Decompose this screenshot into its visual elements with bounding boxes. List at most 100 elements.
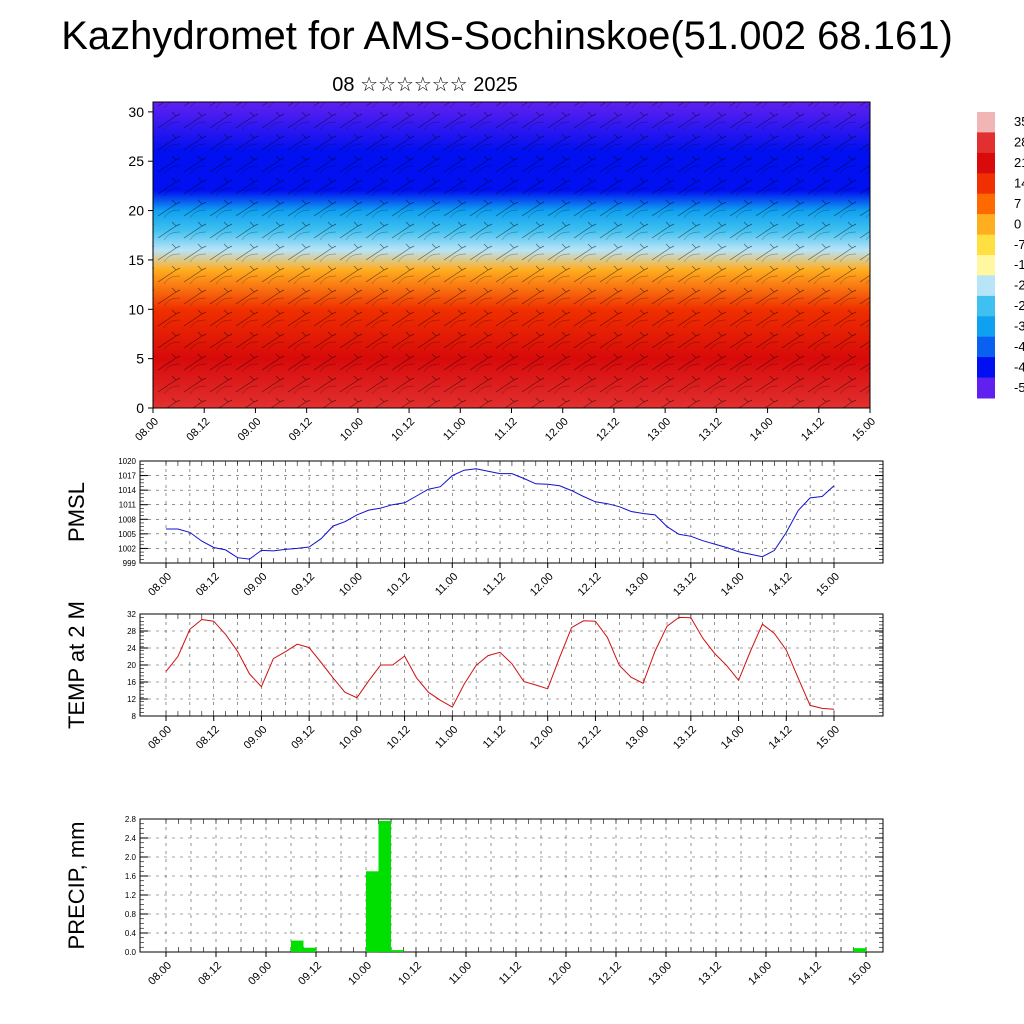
x-tick-label: 09.00 — [246, 960, 274, 988]
wind-barbs — [153, 102, 870, 408]
x-tick-label: 10.12 — [385, 571, 413, 599]
y-axis-label: TEMP at 2 M — [64, 601, 89, 729]
temperature-cross-section-panel: 0 5 10 15 20 25 30 08.00 08.12 09.00 09.12 10.00 10.… — [128, 101, 878, 444]
colorbar-label: -42 — [1014, 339, 1024, 354]
plot-frame — [139, 460, 884, 564]
colorbar-swatch — [977, 377, 995, 399]
y-tick-label: 0.8 — [125, 910, 137, 919]
x-tick-label: 13.00 — [623, 724, 651, 752]
pmsl-panel: 999 1002 1005 1008 1011 1014 1017 1020 08.00 08.1… — [64, 457, 884, 599]
y-tick-label: 30 — [128, 104, 144, 120]
x-tick-label: 14.12 — [766, 724, 794, 752]
x-tick-label: 15.00 — [814, 571, 842, 599]
y-tick-label: 32 — [127, 610, 136, 619]
colorbar-swatch — [977, 132, 995, 154]
colorbar-label: -35 — [1014, 319, 1024, 334]
colorbar-swatch — [977, 214, 995, 235]
x-tick-label: 10.12 — [389, 416, 417, 444]
y-tick-label: 0.0 — [125, 948, 137, 957]
x-tick-label: 09.12 — [289, 724, 317, 752]
x-tick-label: 11.00 — [433, 724, 460, 751]
colorbar-label: 7 — [1014, 196, 1021, 211]
x-tick-label: 14.00 — [748, 416, 776, 444]
y-tick-label: 1.2 — [125, 891, 137, 900]
y-tick-label: 0.4 — [125, 929, 137, 938]
colorbar-label: -14 — [1014, 257, 1024, 272]
x-tick-label: 11.00 — [447, 960, 474, 987]
colorbar-swatch — [977, 275, 995, 297]
colorbar-label: 14 — [1014, 176, 1024, 191]
x-tick-label: 09.12 — [289, 571, 317, 599]
plot-frame — [139, 613, 884, 717]
page-title: Kazhydromet for AMS-Sochinskoe(51.002 68… — [61, 14, 953, 58]
y-tick-label: 1005 — [118, 530, 136, 539]
colorbar-swatch — [977, 255, 995, 276]
y-tick-label: 1008 — [118, 515, 136, 524]
x-tick-label: 12.00 — [546, 960, 574, 988]
y-tick-label: 12 — [127, 695, 136, 704]
y-tick-label: 2.0 — [125, 853, 137, 862]
colorbar-label: -7 — [1014, 237, 1024, 252]
x-tick-label: 14.00 — [719, 724, 747, 752]
precip-bar — [303, 947, 316, 952]
y-tick-label: 1011 — [119, 501, 137, 510]
colorbar-swatch — [977, 357, 995, 378]
colorbar-swatch — [977, 152, 995, 174]
y-tick-label: 1020 — [118, 457, 136, 466]
y-tick-label: 24 — [127, 644, 136, 653]
x-tick-label: 08.00 — [133, 416, 161, 444]
precip-bar — [366, 871, 379, 953]
y-tick-label: 20 — [127, 661, 136, 670]
colorbar-label: 0 — [1014, 216, 1021, 231]
y-tick-label: 5 — [136, 351, 144, 367]
y-tick-label: 1002 — [118, 544, 136, 553]
x-tick-label: 10.00 — [337, 724, 365, 752]
x-tick-label: 08.00 — [146, 724, 174, 752]
colorbar-swatch — [977, 173, 995, 195]
y-tick-label: 1017 — [118, 472, 136, 481]
x-tick-label: 10.12 — [385, 724, 413, 752]
x-tick-label: 09.12 — [287, 416, 315, 444]
x-tick-label: 11.12 — [481, 724, 508, 751]
x-tick-label: 09.12 — [296, 960, 324, 988]
y-axis-label: PMSL — [64, 482, 89, 542]
y-tick-label: 8 — [132, 712, 137, 721]
temp-2m-panel: 8 12 16 20 24 28 32 08.00 08.12 09.00 09.12 10.00 10… — [64, 601, 884, 752]
x-tick-label: 14.12 — [766, 571, 794, 599]
precip-bar — [291, 940, 304, 952]
page-subtitle: 08 ☆☆☆☆☆☆ 2025 — [332, 74, 518, 96]
x-tick-label: 15.00 — [850, 416, 878, 444]
colorbar-label: 35 — [1014, 114, 1024, 129]
x-tick-label: 10.00 — [337, 571, 365, 599]
x-tick-label: 13.00 — [646, 960, 674, 988]
x-tick-label: 08.12 — [184, 416, 212, 444]
y-tick-label: 2.8 — [125, 815, 137, 824]
x-tick-label: 10.12 — [396, 960, 424, 988]
x-tick-label: 09.00 — [236, 416, 264, 444]
x-tick-label: 09.00 — [242, 571, 270, 599]
x-tick-label: 09.00 — [242, 724, 270, 752]
x-tick-label: 14.12 — [796, 960, 824, 988]
x-tick-label: 15.00 — [846, 960, 874, 988]
colorbar-label: 28 — [1014, 135, 1024, 150]
x-tick-label: 13.12 — [671, 571, 699, 599]
x-tick-label: 11.12 — [497, 960, 524, 987]
y-tick-label: 10 — [128, 301, 144, 317]
x-tick-label: 12.12 — [596, 960, 624, 988]
colorbar-swatch — [977, 295, 995, 317]
precip-bar — [853, 948, 866, 952]
x-tick-label: 12.12 — [576, 571, 604, 599]
y-tick-label: 1.6 — [125, 872, 137, 881]
colorbar-swatch — [977, 336, 995, 358]
precip-panel: 0.0 0.4 0.8 1.2 1.6 2.0 2.4 2.8 08.00 08.12 09.00 0… — [64, 815, 884, 988]
precip-bar — [378, 820, 391, 952]
x-tick-label: 13.00 — [623, 571, 651, 599]
plot-frame — [139, 818, 884, 953]
series-line — [165, 616, 835, 710]
x-tick-label: 13.12 — [697, 416, 725, 444]
y-axis-label: PRECIP, mm — [64, 822, 89, 950]
y-tick-label: 999 — [123, 559, 137, 568]
x-tick-label: 10.00 — [346, 960, 374, 988]
colorbar-label: 21 — [1014, 155, 1024, 170]
